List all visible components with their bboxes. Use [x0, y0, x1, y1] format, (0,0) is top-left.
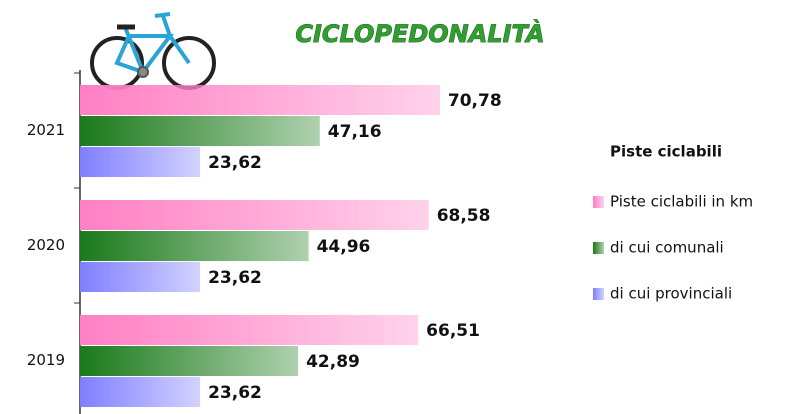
- legend-label: di cui provinciali: [610, 285, 732, 303]
- legend-swatch: [593, 242, 604, 254]
- data-label: 23,62: [208, 383, 262, 403]
- data-label: 44,96: [317, 237, 371, 257]
- data-label: 47,16: [328, 122, 382, 142]
- data-label: 23,62: [208, 153, 262, 173]
- data-label: 66,51: [426, 321, 480, 341]
- bar: [80, 200, 429, 230]
- bar: [80, 85, 440, 115]
- data-label: 23,62: [208, 268, 262, 288]
- legend-label: Piste ciclabili in km: [610, 193, 753, 211]
- bar: [80, 315, 419, 345]
- bicycle-icon: [90, 12, 216, 90]
- y-tick-label: 2021: [27, 121, 65, 139]
- chart-title: CICLOPEDONALITÀ: [295, 18, 544, 48]
- bar: [80, 377, 201, 407]
- bar: [80, 231, 309, 261]
- legend-label: di cui comunali: [610, 239, 724, 257]
- data-label: 42,89: [306, 352, 360, 372]
- legend-title: Piste ciclabili: [610, 143, 722, 161]
- legend-swatch: [593, 288, 604, 300]
- bar: [80, 262, 201, 292]
- bar: [80, 147, 201, 177]
- y-tick-label: 2019: [27, 351, 65, 369]
- legend-swatch: [593, 196, 604, 208]
- data-label: 68,58: [437, 206, 491, 226]
- y-tick-label: 2020: [27, 236, 65, 254]
- data-label: 70,78: [448, 91, 502, 111]
- bar: [80, 116, 320, 146]
- bar: [80, 346, 299, 376]
